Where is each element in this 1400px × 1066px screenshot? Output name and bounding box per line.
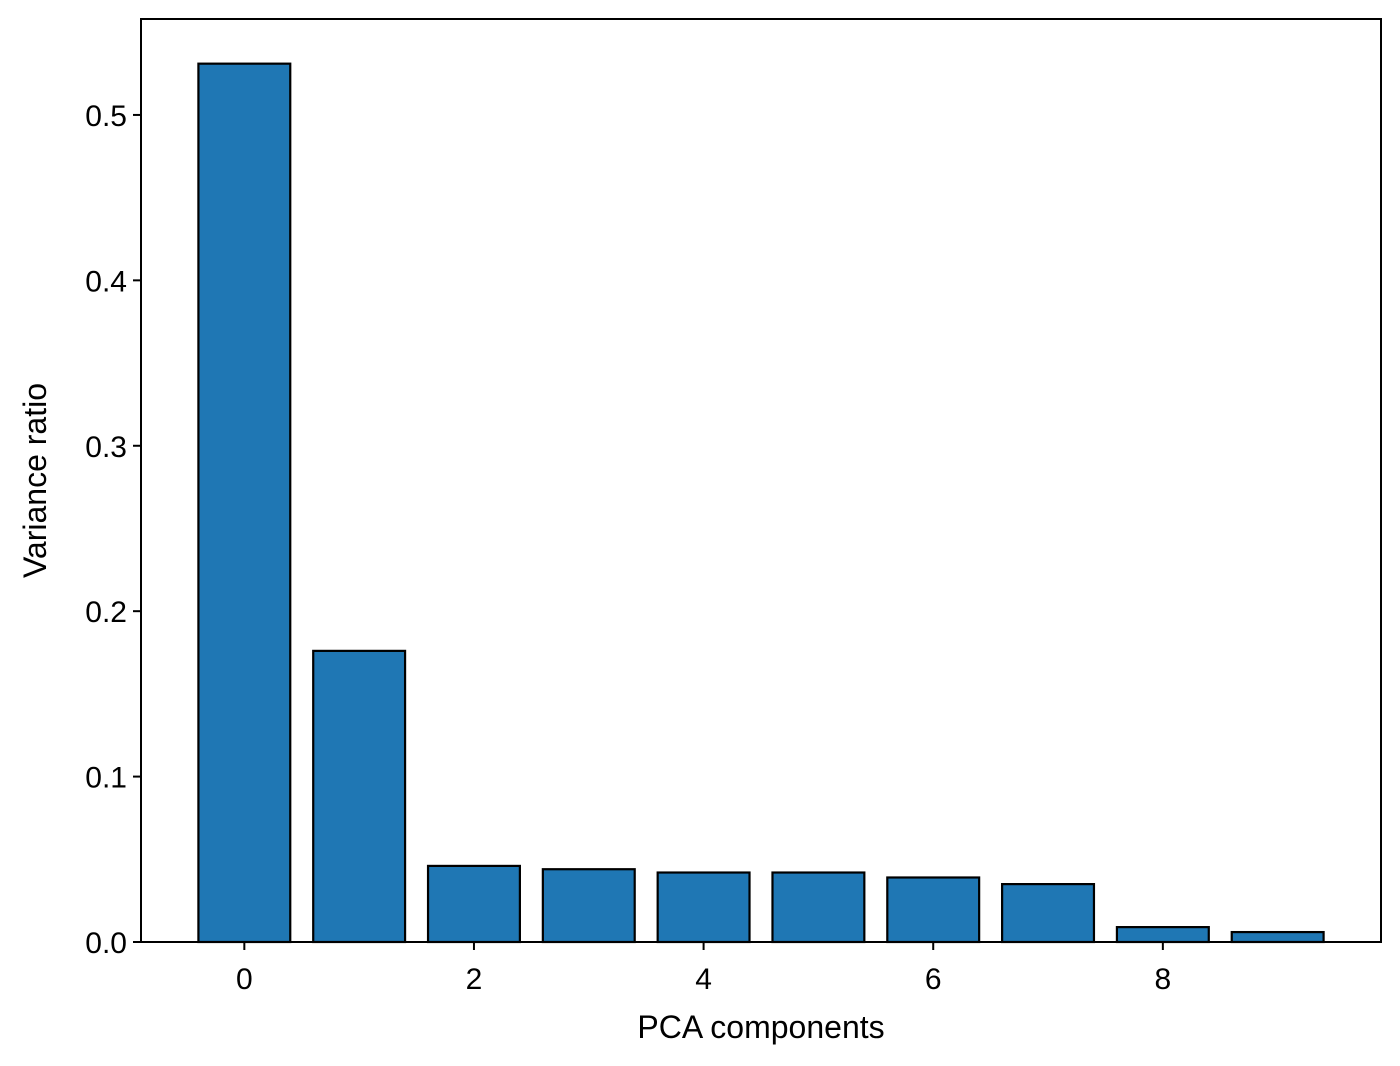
bar-component-1 bbox=[312, 649, 407, 944]
bar-component-6 bbox=[886, 876, 981, 944]
x-axis-ticks: 0 2 4 6 8 bbox=[236, 942, 1171, 996]
y-axis-label: Variance ratio bbox=[17, 383, 53, 578]
bar-component-7 bbox=[1001, 883, 1096, 944]
bars-group bbox=[197, 62, 1325, 944]
x-axis-label: PCA components bbox=[637, 1009, 884, 1045]
bar-component-8 bbox=[1115, 926, 1210, 944]
x-tick-label: 0 bbox=[236, 963, 253, 996]
y-tick-label: 0.2 bbox=[85, 596, 127, 629]
bar-component-9 bbox=[1230, 930, 1325, 944]
y-axis-ticks: 0.0 0.1 0.2 0.3 0.4 0.5 bbox=[85, 100, 141, 960]
bar-component-0 bbox=[197, 62, 292, 944]
y-tick-label: 0.0 bbox=[85, 927, 127, 960]
y-tick-label: 0.4 bbox=[85, 265, 127, 298]
x-tick-label: 4 bbox=[695, 963, 712, 996]
x-tick-label: 2 bbox=[466, 963, 483, 996]
x-tick-label: 8 bbox=[1155, 963, 1172, 996]
bar-component-3 bbox=[541, 868, 636, 944]
x-tick-label: 6 bbox=[925, 963, 942, 996]
bar-component-2 bbox=[426, 864, 521, 944]
bar-component-4 bbox=[656, 871, 751, 944]
y-tick-label: 0.3 bbox=[85, 431, 127, 464]
bar-component-5 bbox=[771, 871, 866, 944]
plot-frame bbox=[140, 18, 1382, 943]
y-tick-label: 0.1 bbox=[85, 762, 127, 795]
y-tick-label: 0.5 bbox=[85, 100, 127, 133]
